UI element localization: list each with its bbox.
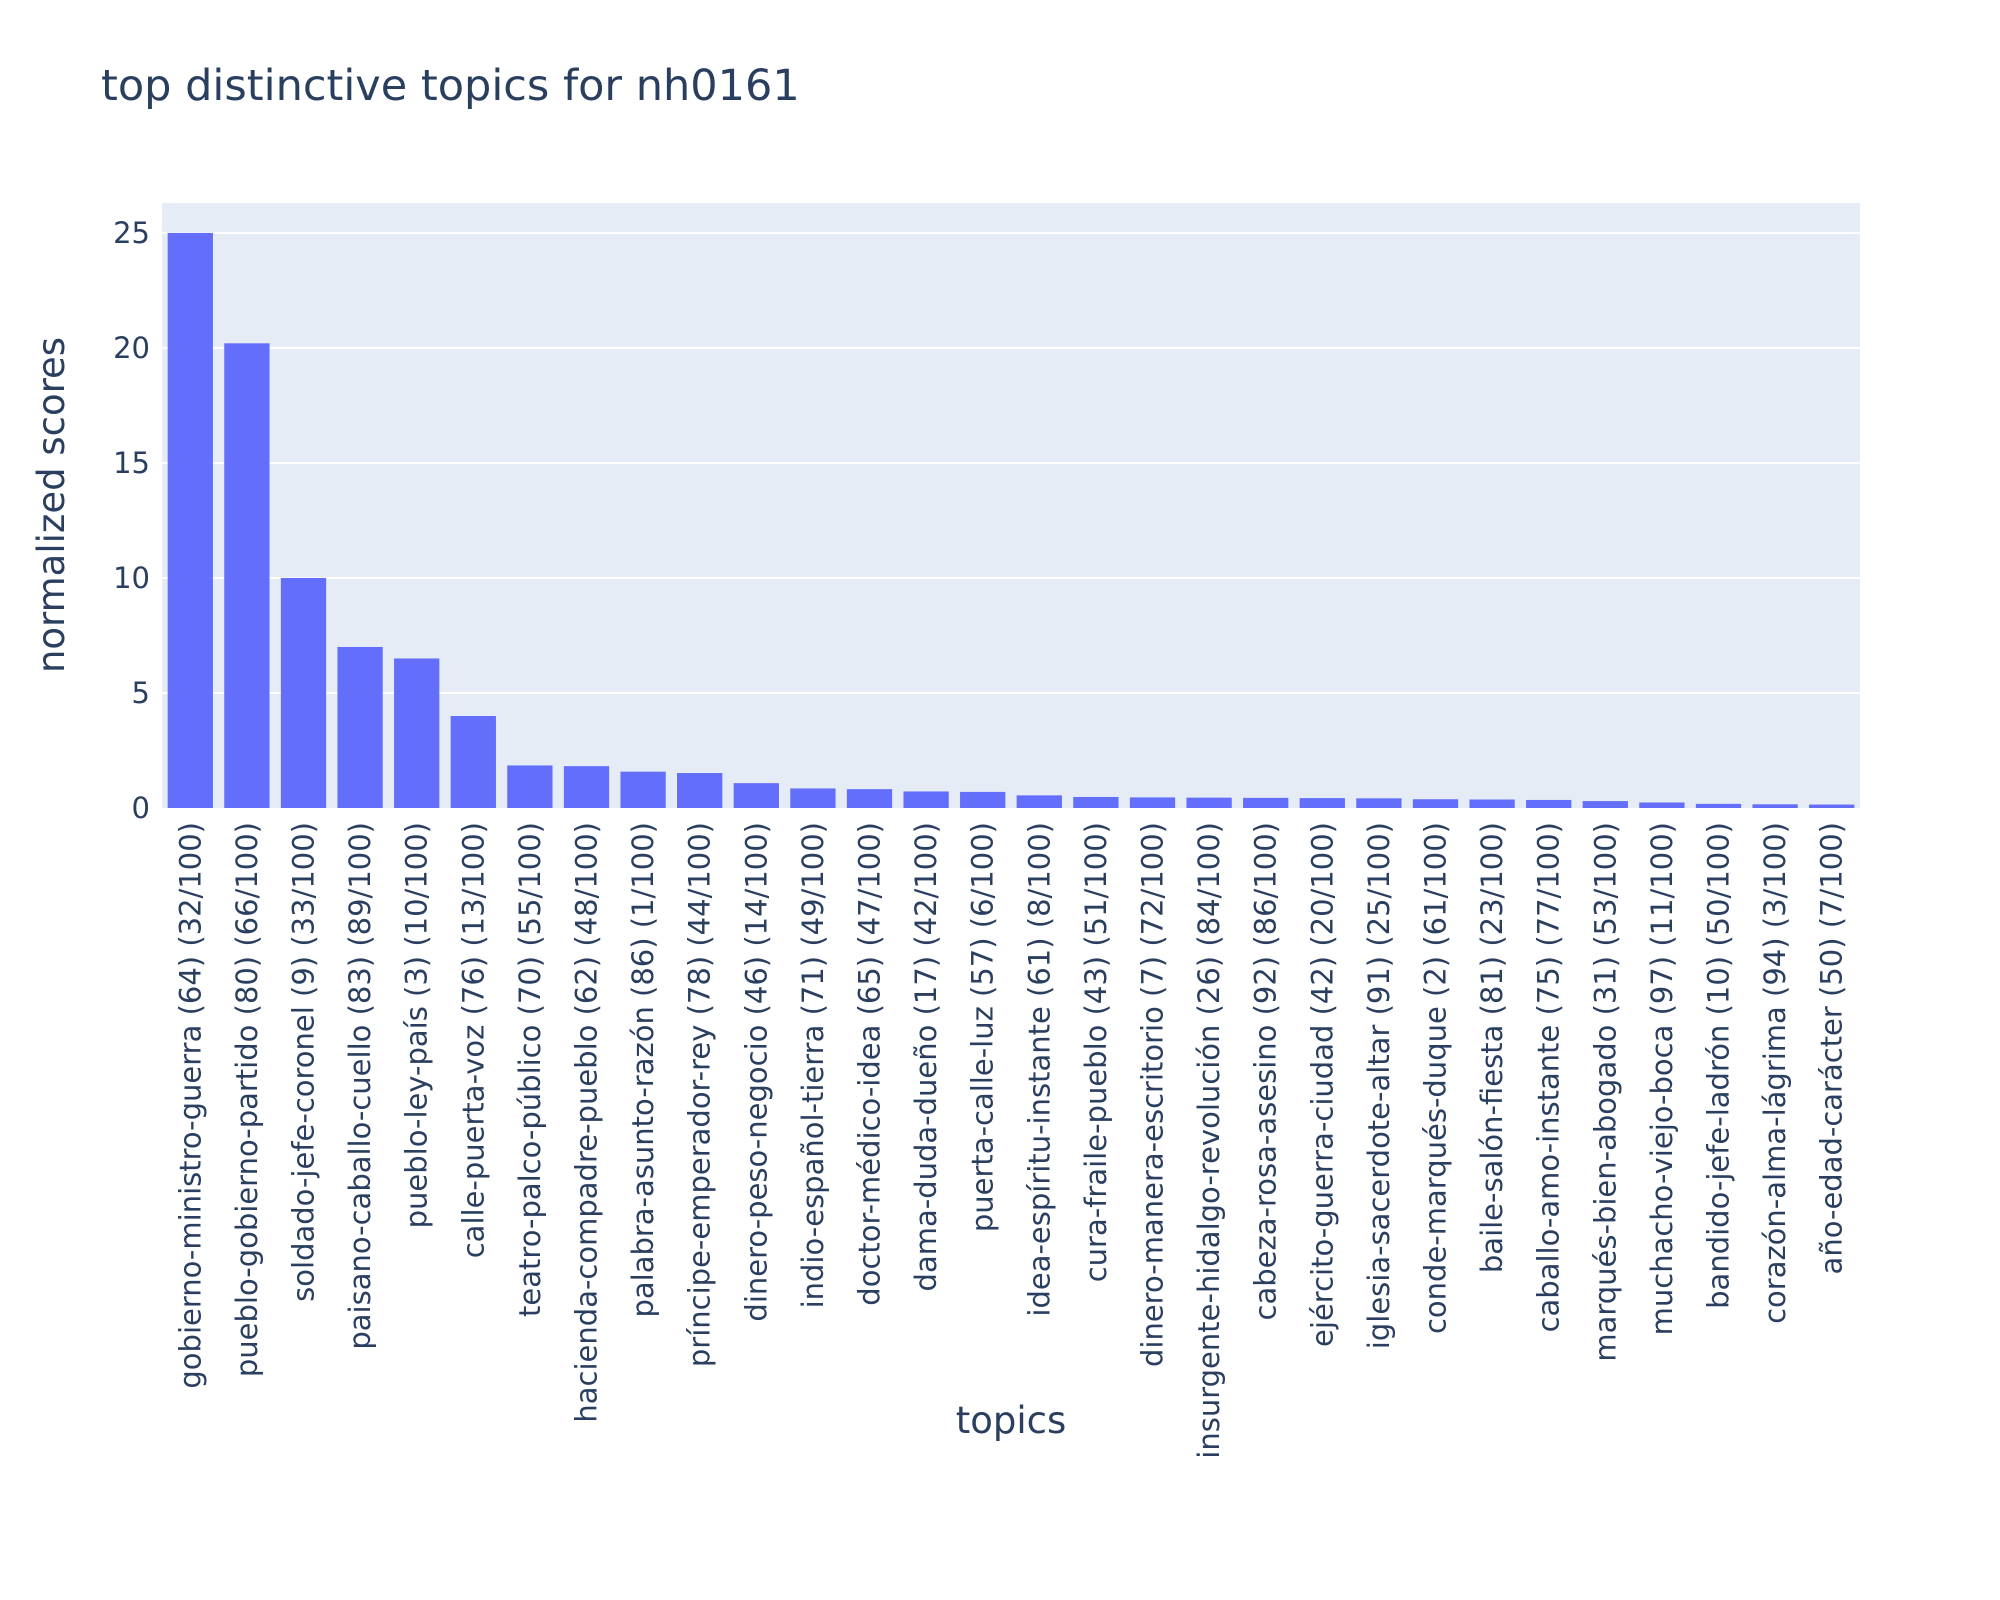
x-tick-label: soldado-jefe-coronel (9) (33/100) bbox=[287, 822, 321, 1302]
x-tick-label: puerta-calle-luz (57) (6/100) bbox=[966, 822, 1000, 1232]
x-tick-label: bandido-jefe-ladrón (10) (50/100) bbox=[1702, 822, 1736, 1309]
bar bbox=[507, 765, 553, 808]
x-tick-label: doctor-médico-idea (65) (47/100) bbox=[853, 822, 887, 1306]
bar bbox=[1809, 804, 1855, 808]
y-tick-label: 10 bbox=[113, 561, 150, 595]
x-tick-label: idea-espíritu-instante (61) (8/100) bbox=[1022, 822, 1056, 1317]
bar bbox=[224, 343, 270, 808]
y-axis-title: normalized scores bbox=[30, 337, 73, 673]
x-tick-label: muchacho-viejo-boca (97) (11/100) bbox=[1645, 822, 1679, 1335]
bar bbox=[280, 577, 327, 808]
bar bbox=[394, 658, 440, 808]
bar bbox=[563, 766, 610, 808]
bars bbox=[167, 232, 1855, 809]
bar bbox=[1526, 799, 1572, 808]
x-tick-label: cabeza-rosa-asesino (92) (86/100) bbox=[1249, 822, 1283, 1320]
x-tick-label: príncipe-emperador-rey (78) (44/100) bbox=[683, 822, 717, 1367]
x-tick-label: pueblo-ley-país (3) (10/100) bbox=[400, 822, 434, 1228]
bar bbox=[450, 715, 496, 808]
bar bbox=[1073, 796, 1119, 808]
bar bbox=[846, 789, 893, 808]
gridlines bbox=[162, 231, 1860, 694]
bar bbox=[337, 646, 383, 808]
x-tick-label: teatro-palco-público (70) (55/100) bbox=[513, 822, 547, 1317]
bar bbox=[620, 771, 666, 808]
x-tick-label: pueblo-gobierno-partido (80) (66/100) bbox=[230, 822, 264, 1377]
bar bbox=[1582, 801, 1628, 808]
x-tick-label: paisano-caballo-cuello (83) (89/100) bbox=[343, 822, 377, 1350]
x-tick-label: caballo-amo-instante (75) (77/100) bbox=[1532, 822, 1566, 1332]
bar bbox=[1243, 797, 1289, 808]
bar bbox=[1016, 795, 1062, 808]
x-tick-label: corazón-alma-lágrima (94) (3/100) bbox=[1758, 822, 1792, 1324]
x-tick-label: conde-marqués-duque (2) (61/100) bbox=[1419, 822, 1453, 1334]
x-tick-label: insurgente-hidalgo-revolución (26) (84/1… bbox=[1192, 822, 1226, 1459]
bar bbox=[1186, 797, 1232, 808]
bar bbox=[1639, 802, 1685, 808]
x-tick-label: palabra-asunto-razón (86) (1/100) bbox=[626, 822, 660, 1318]
bar bbox=[1752, 804, 1798, 808]
x-axis-ticks: gobierno-ministro-guerra (64) (32/100) pu… bbox=[173, 822, 1848, 1459]
x-tick-label: dinero-peso-negocio (46) (14/100) bbox=[739, 822, 773, 1322]
y-tick-label: 20 bbox=[113, 331, 150, 365]
bar bbox=[167, 232, 213, 809]
bar bbox=[1469, 799, 1515, 808]
bar bbox=[790, 788, 836, 808]
x-axis-title: topics bbox=[956, 1399, 1067, 1442]
chart-title: top distinctive topics for nh0161 bbox=[101, 61, 800, 111]
bar bbox=[1412, 799, 1459, 808]
y-tick-label: 15 bbox=[113, 446, 150, 480]
bar bbox=[1129, 797, 1176, 808]
bar bbox=[677, 773, 723, 808]
x-tick-label: dinero-manera-escritorio (7) (72/100) bbox=[1136, 822, 1170, 1367]
x-tick-label: calle-puerta-voz (76) (13/100) bbox=[456, 822, 490, 1258]
y-tick-label: 5 bbox=[132, 676, 150, 710]
x-tick-label: gobierno-ministro-guerra (64) (32/100) bbox=[173, 822, 207, 1389]
x-tick-label: dama-duda-dueño (17) (42/100) bbox=[909, 822, 943, 1291]
x-tick-label: hacienda-compadre-pueblo (62) (48/100) bbox=[570, 822, 604, 1423]
x-tick-label: marqués-bien-abogado (31) (53/100) bbox=[1588, 822, 1622, 1362]
bar bbox=[1695, 803, 1742, 808]
bar bbox=[903, 791, 949, 808]
y-axis-ticks: 0 5 10 15 20 25 bbox=[113, 216, 150, 825]
bar bbox=[1356, 798, 1402, 808]
x-tick-label: iglesia-sacerdote-altar (91) (25/100) bbox=[1362, 822, 1396, 1349]
bar bbox=[733, 783, 779, 808]
x-tick-label: cura-fraile-pueblo (43) (51/100) bbox=[1079, 822, 1113, 1282]
y-tick-label: 0 bbox=[132, 791, 150, 825]
x-tick-label: ejército-guerra-ciudad (42) (20/100) bbox=[1305, 822, 1339, 1347]
x-tick-label: baile-salón-fiesta (81) (23/100) bbox=[1475, 822, 1509, 1273]
x-tick-label: año-edad-carácter (50) (7/100) bbox=[1815, 822, 1849, 1274]
plot-background bbox=[162, 203, 1860, 808]
bar bbox=[960, 791, 1006, 808]
y-tick-label: 25 bbox=[113, 216, 150, 250]
bar bbox=[1299, 798, 1345, 808]
x-tick-label: indio-español-tierra (71) (49/100) bbox=[796, 822, 830, 1308]
